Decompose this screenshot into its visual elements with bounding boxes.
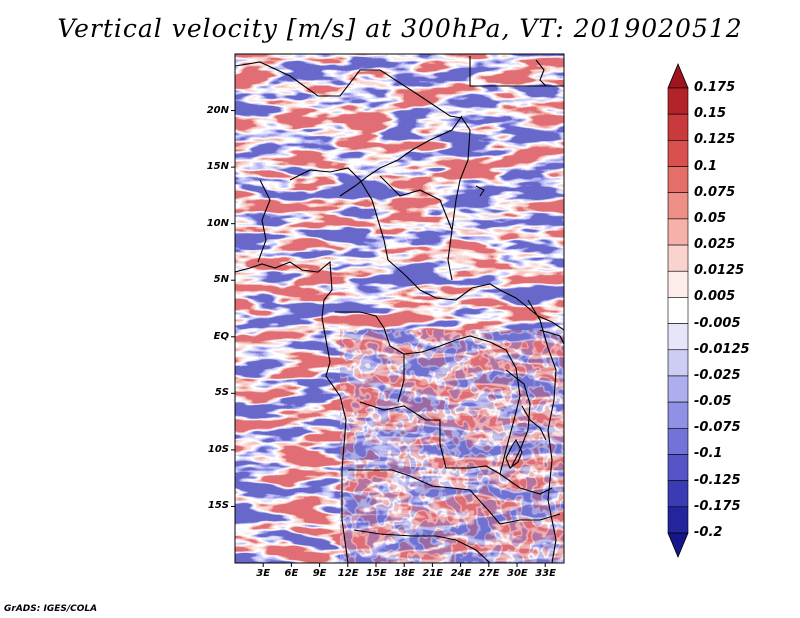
colorbar-segment	[667, 297, 689, 324]
colorbar-label: 0.125	[694, 132, 736, 148]
footer-credit: GrADS: IGES/COLA	[4, 604, 98, 614]
colorbar-label: -0.0125	[694, 341, 750, 357]
lon-tick-label: 21E	[422, 568, 444, 579]
lat-tick-label: 15S	[207, 500, 229, 512]
lat-tick-label: 10S	[207, 443, 229, 455]
colorbar-label: -0.075	[694, 420, 741, 436]
colorbar-segment	[667, 480, 689, 508]
colorbar-label: 0.1	[694, 158, 718, 174]
lon-tick-label: 15E	[366, 568, 387, 579]
colorbar-label: 0.175	[694, 80, 736, 95]
colorbar-label: 0.05	[694, 210, 727, 226]
lon-tick-label: 30E	[507, 568, 528, 579]
colorbar-segment	[667, 401, 689, 429]
colorbar-label: -0.2	[694, 525, 723, 540]
lat-tick-label: 5N	[213, 274, 229, 286]
lon-tick-label: 3E	[256, 568, 271, 579]
colorbar-label: -0.175	[694, 498, 741, 514]
lon-tick-label: 24E	[450, 568, 472, 579]
colorbar-label: 0.15	[694, 106, 727, 122]
colorbar-segment	[667, 427, 689, 455]
colorbar-label: -0.005	[694, 315, 741, 331]
colorbar-segment	[667, 192, 689, 220]
lat-tick-label: EQ	[213, 330, 229, 342]
lon-tick-label: 9E	[312, 568, 327, 579]
lon-tick-label: 18E	[394, 568, 415, 579]
colorbar-segment	[667, 218, 689, 246]
colorbar-bottom-arrow	[667, 532, 689, 559]
colorbar-segment	[667, 113, 689, 141]
lon-tick-label: 33E	[535, 568, 556, 579]
colorbar-segment	[667, 244, 689, 272]
colorbar-label: 0.0125	[694, 263, 745, 279]
colorbar-label: 0.005	[694, 289, 736, 305]
colorbar-segment	[667, 349, 689, 377]
colorbar-segment	[667, 454, 689, 481]
colorbar-label: -0.05	[694, 394, 732, 410]
plot-frame	[234, 53, 565, 564]
colorbar-segment	[667, 506, 689, 534]
colorbar-label: 0.025	[694, 237, 736, 253]
colorbar	[667, 62, 689, 559]
lon-tick-label: 27E	[478, 568, 500, 579]
lat-tick-label: 5S	[214, 387, 229, 399]
colorbar-segment	[667, 270, 689, 298]
lat-tick-label: 20N	[206, 104, 229, 116]
colorbar-segment	[667, 166, 689, 194]
velocity-field	[235, 54, 564, 563]
country-borders	[235, 56, 564, 563]
colorbar-label: -0.125	[694, 472, 741, 488]
colorbar-label: -0.1	[694, 446, 723, 462]
colorbar-label: 0.075	[694, 184, 736, 200]
colorbar-segment	[667, 375, 689, 403]
colorbar-segment	[667, 323, 689, 351]
lon-tick-label: 12E	[337, 568, 359, 579]
lat-tick-label: 15N	[206, 161, 229, 173]
colorbar-segment	[667, 87, 689, 115]
colorbar-label: -0.025	[694, 367, 741, 383]
lat-tick-label: 10N	[206, 217, 229, 229]
chart-title: Vertical velocity [m/s] at 300hPa, VT: 2…	[57, 14, 743, 43]
colorbar-segment	[667, 140, 689, 167]
colorbar-top-arrow	[667, 62, 689, 89]
lon-tick-label: 6E	[284, 568, 299, 579]
